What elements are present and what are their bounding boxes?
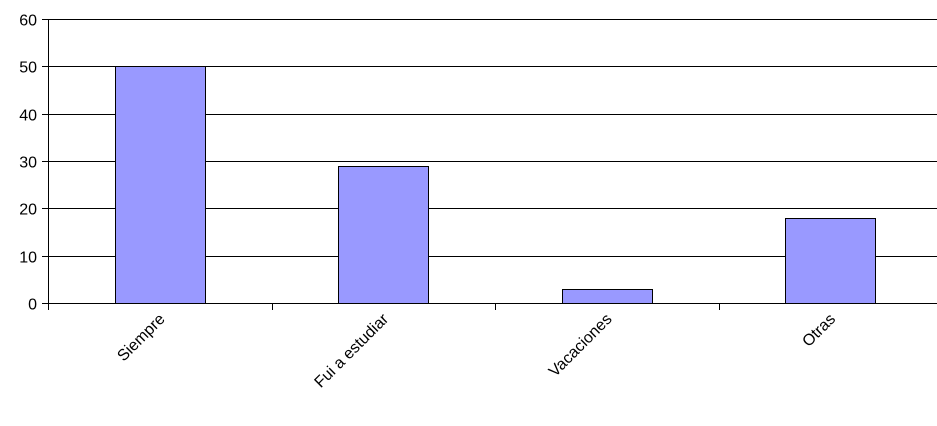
- axes: [42, 19, 937, 310]
- x-category-label: Vacaciones: [546, 311, 616, 381]
- x-category-label: Otras: [799, 311, 839, 351]
- y-tick-label: 40: [19, 108, 37, 125]
- x-category-label: Fui a estudiar: [312, 310, 393, 391]
- y-tick-label: 60: [19, 13, 37, 30]
- y-tick-label: 0: [28, 297, 37, 314]
- y-tick-labels: 0 10 20 30 40 50 60: [19, 13, 37, 314]
- x-category-labels: Siempre Fui a estudiar Vacaciones Otras: [114, 310, 839, 391]
- y-tick-label: 10: [19, 250, 37, 267]
- bar-otras: [785, 218, 876, 304]
- bar-vacaciones: [562, 289, 653, 304]
- bar-siempre: [115, 66, 206, 304]
- y-tick-label: 20: [19, 202, 37, 219]
- y-tick-label: 50: [19, 60, 37, 77]
- x-category-label: Siempre: [114, 311, 168, 365]
- bar-fui-a-estudiar: [338, 166, 429, 304]
- bars: [115, 66, 876, 304]
- y-tick-label: 30: [19, 155, 37, 172]
